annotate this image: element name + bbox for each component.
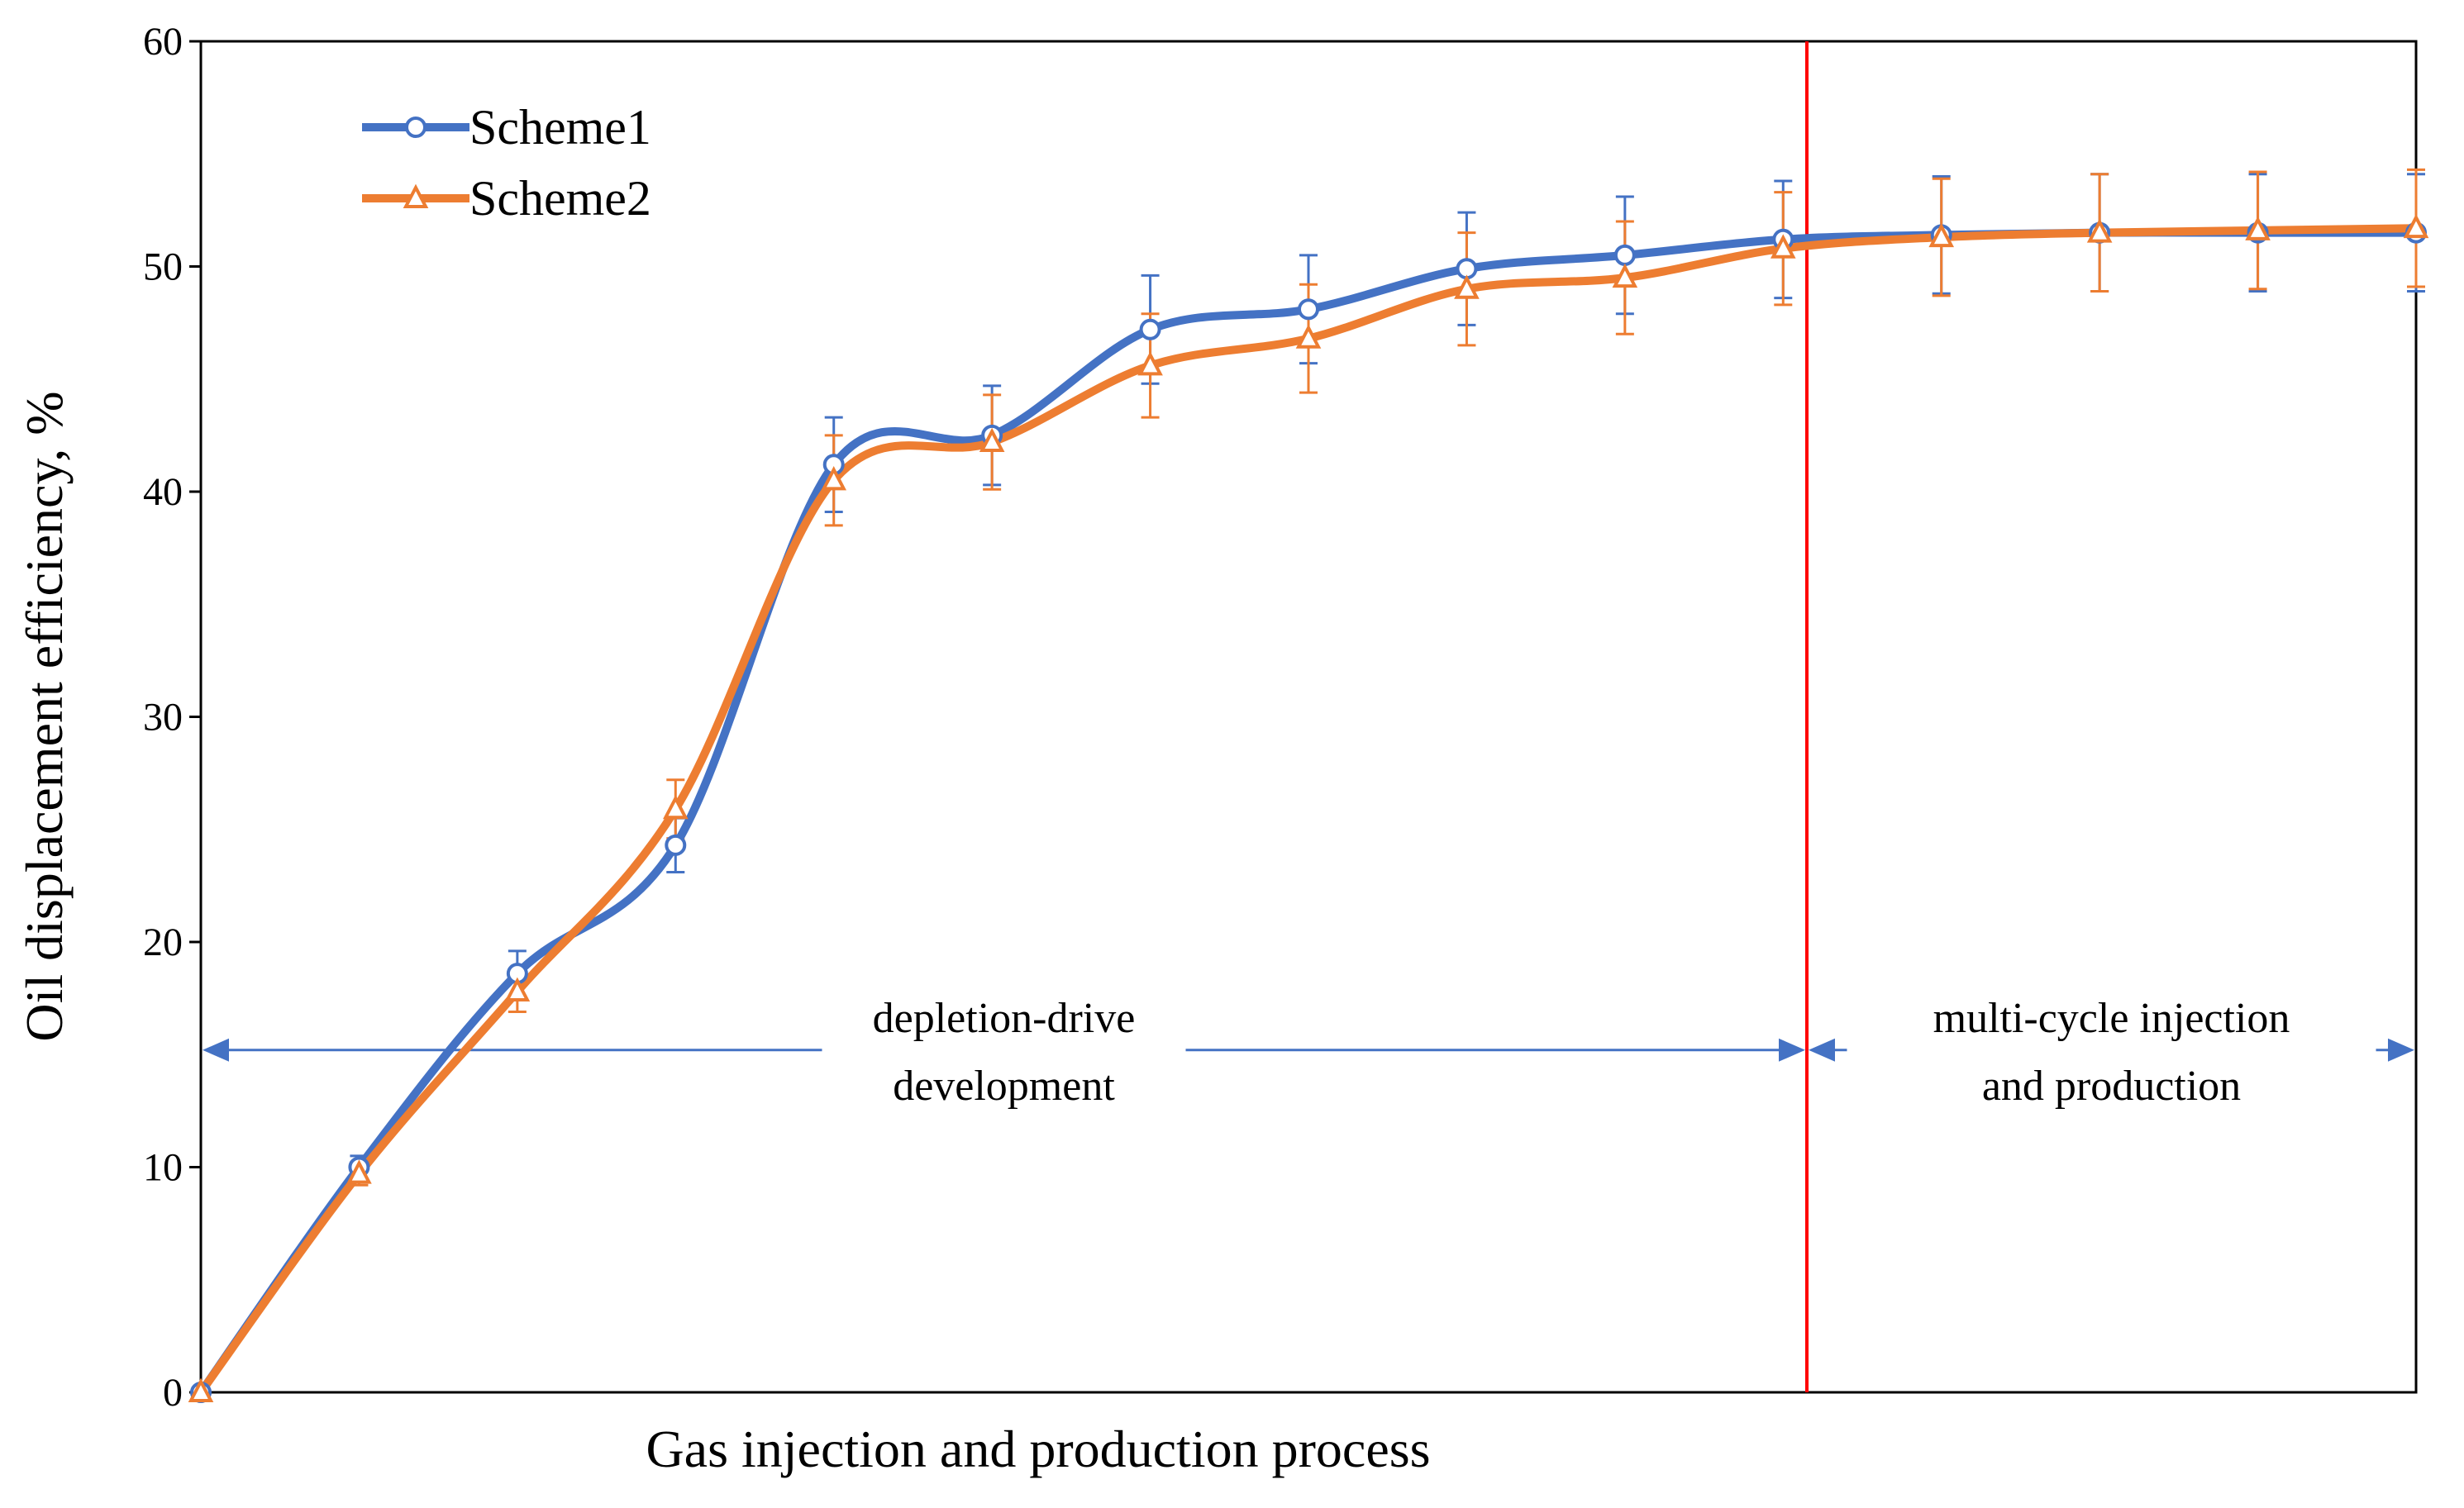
point-scheme2-1 — [346, 1159, 372, 1184]
point-scheme2-0 — [188, 1377, 214, 1402]
region-annotations: depletion-drive development multi-cycle in… — [203, 995, 2414, 1110]
point-scheme2-8 — [1454, 274, 1480, 299]
legend-label-scheme1: Scheme1 — [469, 100, 651, 155]
point-scheme2-13 — [2245, 216, 2271, 240]
y-axis-title: Oil displacement efficiency, % — [15, 391, 74, 1041]
legend: Scheme1 Scheme2 — [362, 100, 651, 226]
point-scheme2-7 — [1295, 324, 1322, 349]
region-label-line2-1: and production — [1982, 1063, 2241, 1110]
point-scheme2-12 — [2086, 218, 2113, 243]
legend-marker-scheme2 — [403, 183, 429, 208]
point-scheme2-3 — [662, 794, 689, 820]
plot-area — [199, 40, 2418, 1394]
legend-label-scheme2: Scheme2 — [469, 171, 651, 226]
point-scheme2-14 — [2403, 213, 2429, 239]
y-tick-label-40: 40 — [143, 470, 183, 514]
region-arrowhead-left-0 — [203, 1038, 229, 1062]
region-label-line1-1: multi-cycle injection — [1933, 995, 2290, 1042]
region-arrowhead-right-1 — [2388, 1038, 2414, 1062]
point-scheme1-7 — [1298, 298, 1319, 321]
x-axis-title: Gas injection and production process — [646, 1420, 1430, 1478]
point-scheme2-4 — [821, 466, 847, 491]
y-tick-label-30: 30 — [143, 696, 183, 740]
region-arrowhead-right-0 — [1779, 1038, 1805, 1062]
point-scheme2-5 — [979, 427, 1005, 453]
legend-marker-scheme1 — [405, 117, 427, 138]
y-tick-label-50: 50 — [143, 245, 183, 289]
point-scheme2-11 — [1928, 222, 1955, 248]
y-tick-label-60: 60 — [143, 20, 183, 64]
region-arrowhead-left-1 — [1809, 1038, 1835, 1062]
y-tick-label-10: 10 — [143, 1146, 183, 1190]
point-scheme2-6 — [1137, 351, 1163, 376]
y-tick-label-20: 20 — [143, 920, 183, 964]
point-scheme2-2 — [504, 977, 531, 1001]
region-label-line2-0: development — [893, 1063, 1115, 1110]
series-markers-scheme2 — [188, 213, 2429, 1402]
region-label-line1-0: depletion-drive — [873, 995, 1136, 1042]
point-scheme1-3 — [665, 834, 687, 856]
y-tick-label-0: 0 — [163, 1371, 183, 1415]
y-axis-tick-labels: 0 10 20 30 40 50 60 — [143, 20, 183, 1415]
point-scheme2-9 — [1612, 263, 1638, 288]
series-group — [188, 168, 2429, 1403]
point-scheme1-9 — [1613, 244, 1636, 266]
y-axis-ticks — [189, 40, 201, 1394]
point-scheme2-10 — [1770, 234, 1796, 259]
point-scheme1-6 — [1139, 318, 1161, 340]
